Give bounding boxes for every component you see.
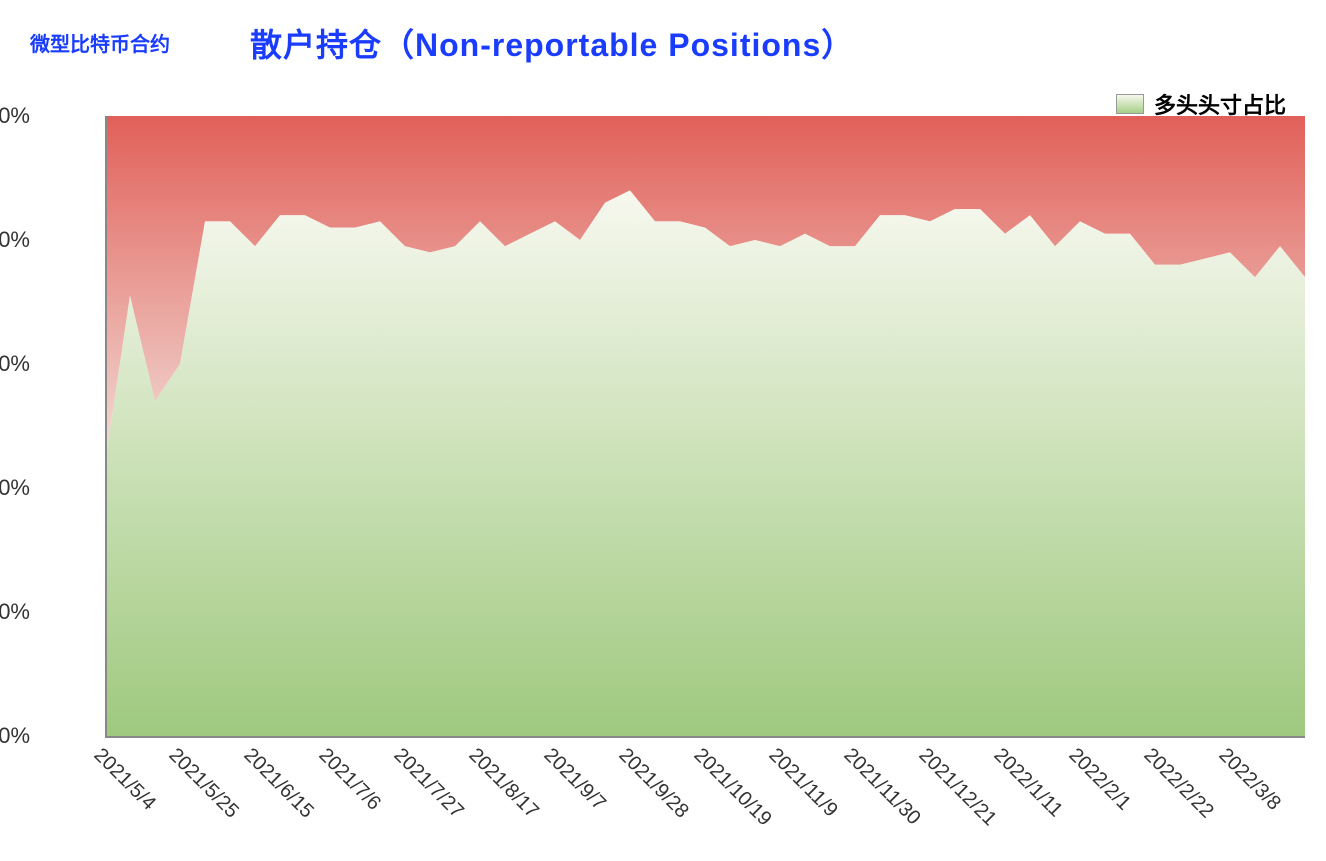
x-tick-label: 2021/12/21 [914,744,1001,831]
x-tick-label: 2022/3/8 [1214,744,1285,815]
chart-title: 散户持仓（Non-reportable Positions） [250,20,854,66]
y-tick-label: 40% [0,475,30,501]
chart-subtitle: 微型比特币合约 [30,20,170,57]
x-tick-label: 2021/9/28 [614,744,693,823]
y-tick-label: 100% [0,103,30,129]
chart-header: 微型比特币合约 散户持仓（Non-reportable Positions） [30,20,1296,66]
x-tick-label: 2021/10/19 [689,744,776,831]
x-tick-label: 2021/11/9 [764,744,842,822]
legend-label: 多头头寸占比 [1154,88,1286,120]
chart-legend: 多头头寸占比 [1116,88,1286,120]
chart-container: 0%20%40%60%80%100% 2021/5/42021/5/252021… [105,116,1305,736]
legend-swatch [1116,94,1144,114]
y-tick-label: 80% [0,227,30,253]
y-tick-label: 20% [0,599,30,625]
long-area-path [105,190,1305,736]
x-tick-label: 2022/1/11 [989,744,1067,822]
x-tick-label: 2022/2/1 [1064,744,1135,815]
x-tick-label: 2021/8/17 [464,744,543,823]
y-tick-label: 60% [0,351,30,377]
y-tick-label: 0% [0,723,30,749]
x-tick-label: 2021/9/7 [539,744,610,815]
x-tick-label: 2021/5/4 [89,744,160,815]
x-tick-label: 2021/6/15 [239,744,318,823]
x-tick-label: 2021/7/6 [314,744,385,815]
x-tick-label: 2021/11/30 [839,744,925,830]
chart-plot-svg [105,116,1305,736]
x-tick-label: 2022/2/22 [1139,744,1218,823]
x-tick-label: 2021/7/27 [389,744,468,823]
x-axis-labels: 2021/5/42021/5/252021/6/152021/7/62021/7… [105,736,1305,856]
y-axis-line [105,116,107,736]
x-tick-label: 2021/5/25 [164,744,243,823]
